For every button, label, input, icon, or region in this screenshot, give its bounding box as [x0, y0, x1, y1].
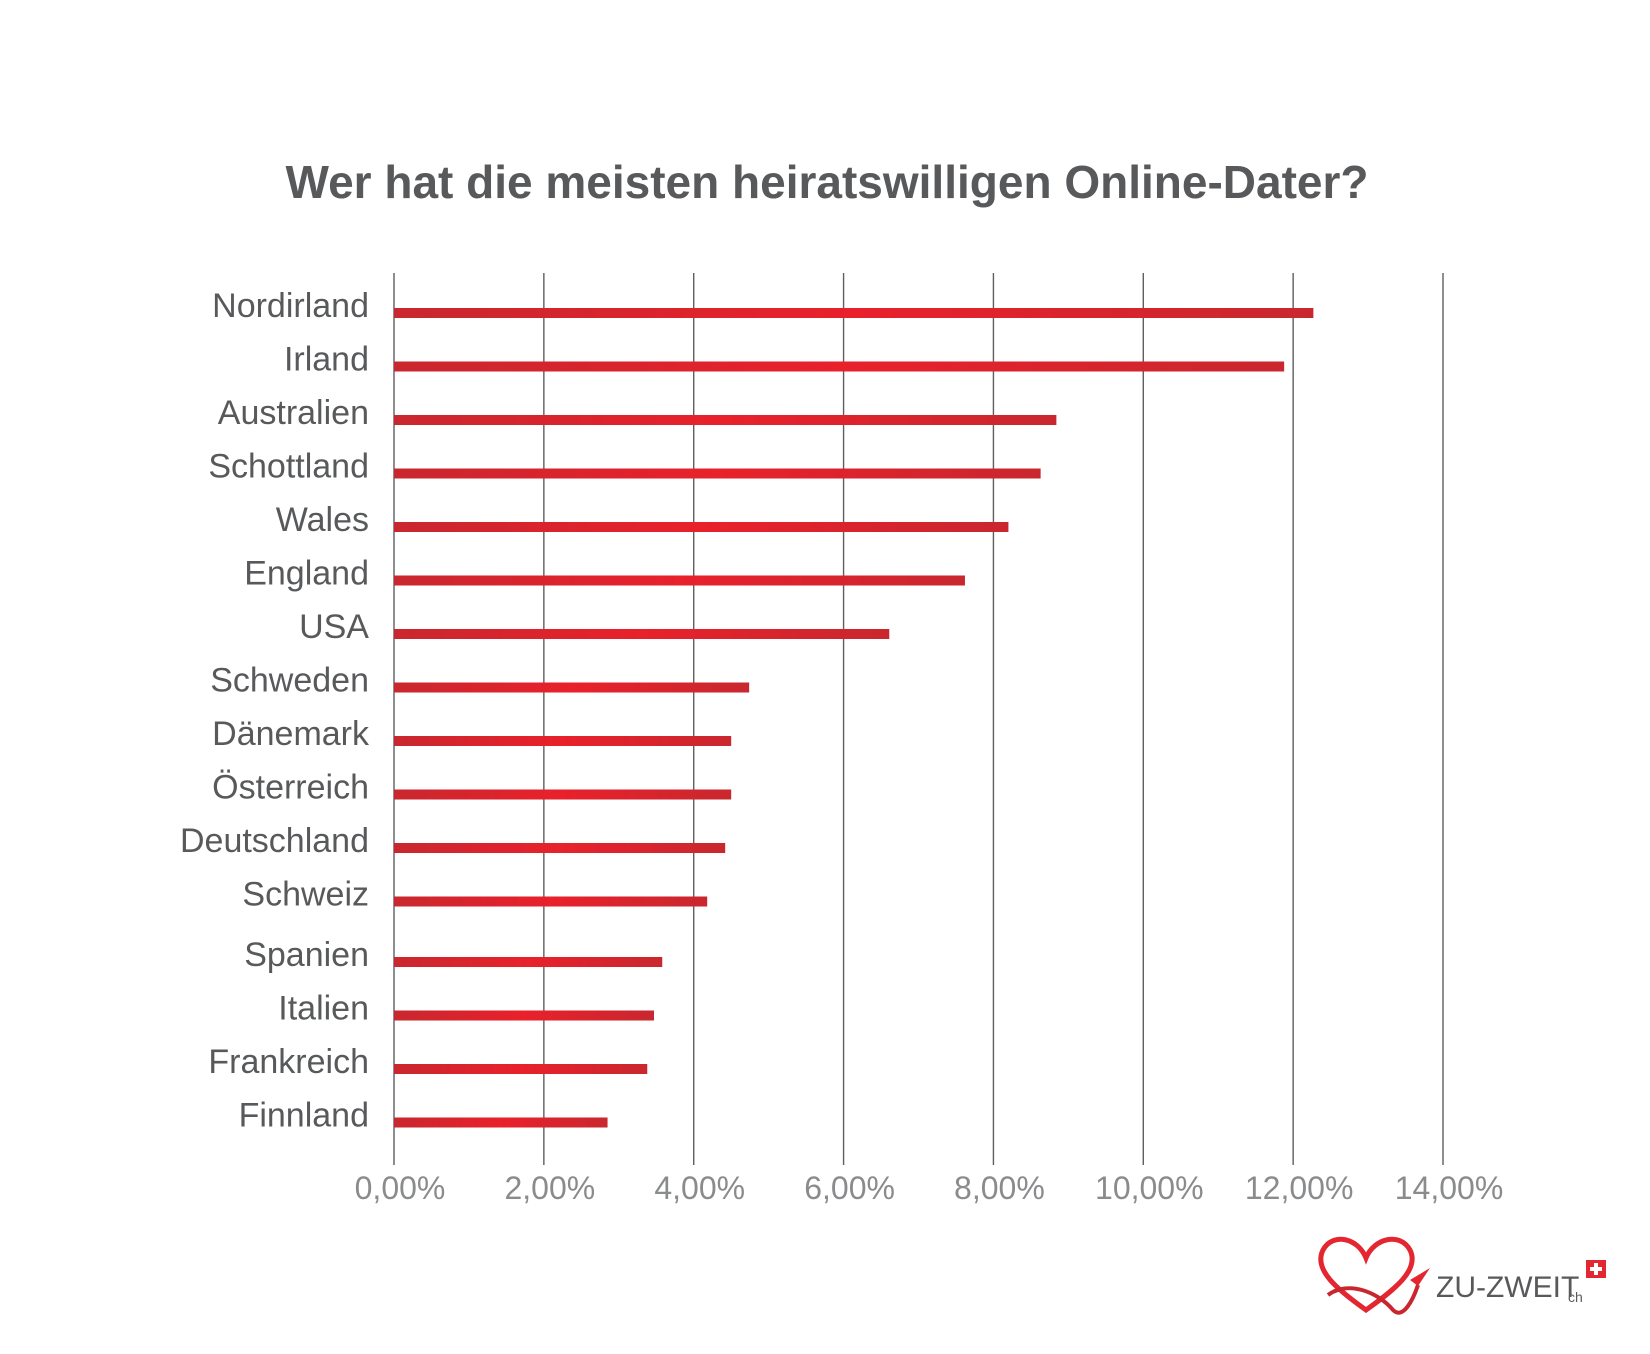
category-label-irland: Irland [284, 341, 369, 379]
category-label-england: England [244, 555, 369, 593]
logo-brand-text: ZU-ZWEIT [1436, 1271, 1579, 1304]
x-tick-label: 6,00% [804, 1170, 895, 1206]
category-label-nordirland: Nordirland [212, 287, 369, 325]
swiss-flag-icon [1586, 1260, 1606, 1278]
bar-finnland [394, 1117, 608, 1128]
category-label-schweden: Schweden [210, 662, 369, 700]
bar-frankreich [394, 1064, 648, 1074]
x-tick-labels: 0,00% 2,00% 4,00% 6,00% 8,00% 10,00% 12,00% 14,… [355, 1170, 1504, 1206]
category-labels: Nordirland Irland Australien Schottland Wale… [180, 287, 370, 1135]
bar-italien [394, 1010, 655, 1021]
logo: ZU-ZWEIT ch [1318, 1236, 1606, 1315]
gridlines [393, 273, 1444, 1165]
bar-deutschland [394, 843, 726, 853]
bar-schottland [394, 468, 1041, 479]
bars [394, 308, 1314, 1128]
bar-usa [394, 629, 890, 639]
x-tick-label: 2,00% [504, 1170, 595, 1206]
bar-england [394, 575, 965, 586]
category-label-frankreich: Frankreich [208, 1043, 369, 1081]
bar-schweiz [394, 896, 708, 907]
bar-wales [394, 522, 1009, 532]
bar-osterreich [394, 789, 732, 800]
category-label-spanien: Spanien [244, 936, 369, 974]
bar-irland [394, 361, 1285, 372]
category-label-finnland: Finnland [239, 1097, 369, 1135]
bar-spanien [394, 957, 663, 967]
logo-suffix-text: ch [1568, 1289, 1583, 1305]
x-tick-label: 0,00% [355, 1170, 446, 1206]
x-tick-label: 4,00% [654, 1170, 745, 1206]
bar-australien [394, 415, 1057, 425]
category-label-usa: USA [299, 608, 369, 646]
category-label-danemark: Dänemark [212, 715, 370, 753]
category-label-italien: Italien [278, 990, 369, 1028]
category-label-australien: Australien [218, 394, 369, 432]
x-tick-label: 10,00% [1095, 1170, 1204, 1206]
x-tick-label: 12,00% [1245, 1170, 1354, 1206]
bar-nordirland [394, 308, 1314, 318]
category-label-schottland: Schottland [208, 448, 369, 486]
chart-title: Wer hat die meisten heiratswilligen Onli… [286, 156, 1369, 208]
category-label-schweiz: Schweiz [242, 876, 369, 914]
bar-schweden [394, 682, 750, 693]
heart-ribbon-icon [1318, 1236, 1430, 1315]
category-label-wales: Wales [276, 501, 369, 539]
category-label-deutschland: Deutschland [180, 822, 369, 860]
bar-danemark [394, 736, 732, 746]
x-tick-label: 8,00% [954, 1170, 1045, 1206]
x-tick-label: 14,00% [1395, 1170, 1504, 1206]
category-label-osterreich: Österreich [212, 769, 369, 807]
